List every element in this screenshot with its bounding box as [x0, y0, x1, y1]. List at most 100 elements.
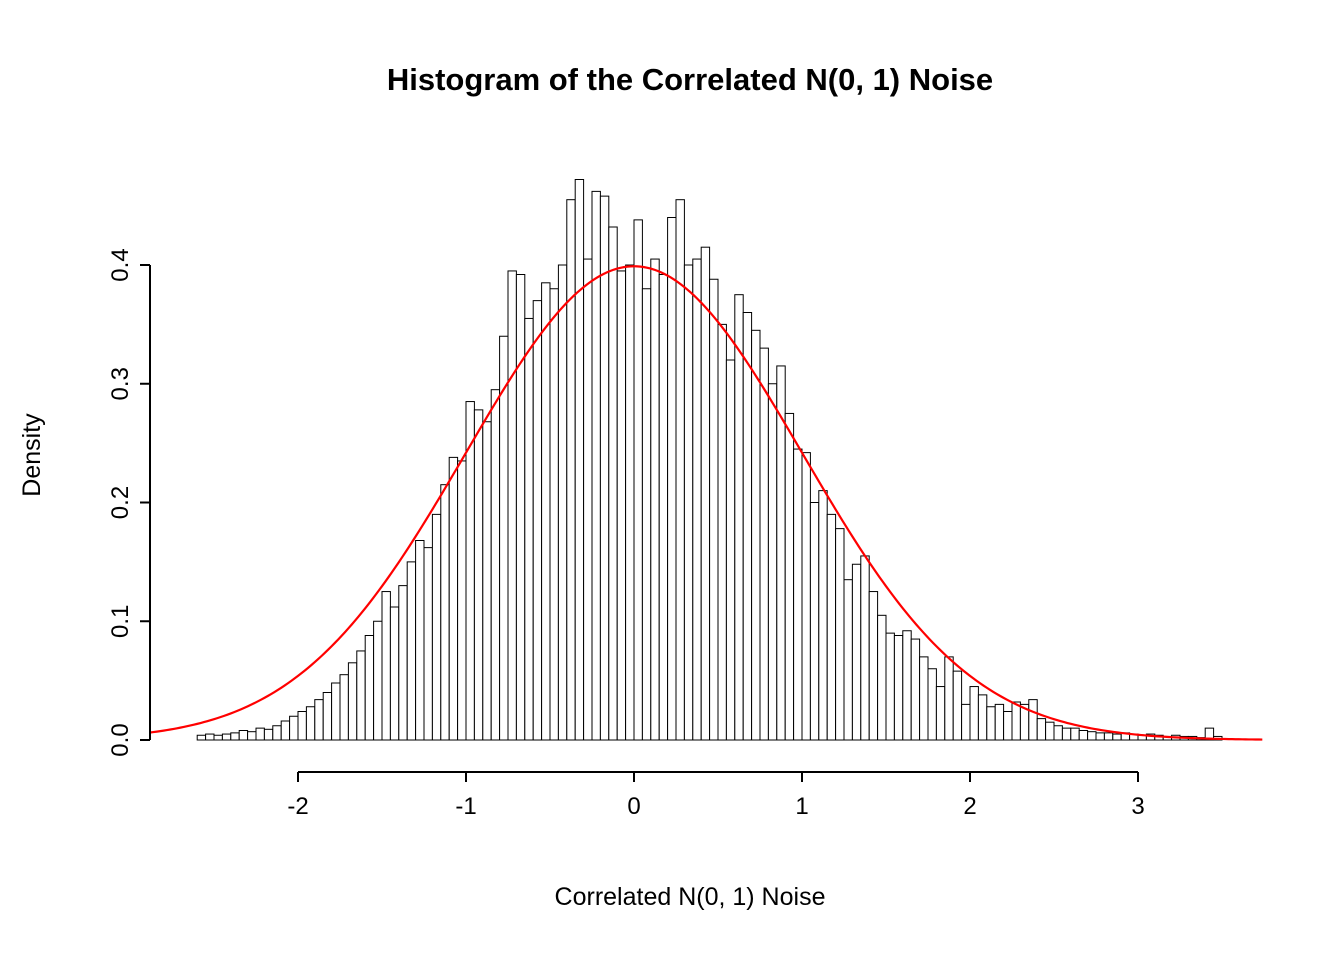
histogram-bar	[406, 561, 417, 741]
histogram-bar	[557, 264, 568, 741]
histogram-bar	[835, 528, 845, 741]
histogram-bar	[1087, 731, 1097, 741]
histogram-bar	[784, 412, 795, 741]
histogram-bar	[289, 715, 299, 741]
histogram-bar	[549, 288, 559, 741]
histogram-bar	[314, 699, 324, 741]
histogram-bar	[263, 728, 274, 741]
histogram-bar	[717, 323, 727, 741]
histogram-bar	[389, 606, 400, 741]
histogram-bar	[860, 555, 870, 741]
y-tick-label: 0.0	[107, 723, 134, 756]
histogram-bar	[1103, 732, 1114, 741]
histogram-bar	[986, 706, 996, 741]
histogram-bar	[322, 692, 333, 741]
y-axis-label: Density	[18, 413, 46, 497]
x-tick-label: -2	[287, 793, 308, 820]
histogram-bar	[851, 563, 862, 741]
histogram-bar	[591, 190, 601, 741]
histogram-bar	[944, 656, 954, 741]
histogram-bar	[826, 513, 837, 741]
histogram-bar	[415, 540, 425, 741]
x-tick-label: -1	[455, 793, 476, 820]
y-tick-label: 0.3	[107, 367, 134, 400]
histogram-bar	[751, 329, 761, 741]
histogram-bar	[650, 258, 660, 741]
histogram-bar	[709, 278, 719, 741]
histogram-bar	[902, 630, 912, 741]
histogram-bar	[473, 409, 484, 741]
histogram-bar	[759, 347, 769, 741]
x-tick-label: 0	[627, 793, 640, 820]
histogram-bar	[1061, 727, 1072, 741]
histogram-bar	[381, 591, 391, 741]
histogram-bar	[221, 733, 232, 741]
histogram-bar	[877, 614, 887, 741]
histogram-bar	[1070, 727, 1080, 741]
histogram-bar	[1003, 711, 1013, 741]
histogram-bar	[809, 502, 820, 741]
histogram-bar	[423, 547, 433, 741]
histogram-bar	[230, 732, 240, 741]
histogram-bar	[247, 731, 257, 741]
histogram-bar	[927, 668, 937, 741]
histogram-bar	[364, 635, 375, 741]
histogram-bar	[767, 383, 778, 741]
histogram-bar	[205, 733, 215, 741]
histogram-bar	[532, 300, 543, 741]
histogram-bar	[994, 703, 1005, 741]
histogram-bar	[373, 620, 383, 741]
histogram-bar	[633, 219, 643, 741]
histogram-bar	[440, 484, 450, 741]
histogram-bar	[490, 389, 501, 741]
x-tick-label: 1	[795, 793, 808, 820]
histogram-bar	[893, 635, 904, 741]
y-tick-label: 0.1	[107, 605, 134, 638]
histogram-bar	[305, 706, 316, 741]
histogram-bar	[524, 317, 534, 741]
histogram-bar	[1011, 701, 1021, 741]
histogram-bar	[356, 650, 366, 741]
histogram-bar	[347, 662, 358, 741]
histogram-bar	[507, 270, 517, 741]
histogram-bar	[616, 270, 627, 741]
histogram-bar	[398, 585, 408, 741]
x-tick-label: 3	[1131, 793, 1144, 820]
histogram-bar	[255, 727, 265, 741]
y-tick-label: 0.2	[107, 486, 134, 519]
histogram-bar	[969, 686, 979, 741]
histogram-bar	[910, 638, 921, 741]
histogram-bar	[818, 490, 828, 741]
histogram-bar	[1028, 699, 1038, 741]
histogram-bar	[919, 656, 929, 741]
histogram-bar	[272, 725, 282, 741]
histogram-bar	[742, 312, 753, 741]
histogram-bar	[1095, 732, 1105, 741]
histogram-bar	[431, 513, 442, 741]
histogram-bar	[297, 711, 307, 741]
histogram-bar	[499, 335, 509, 741]
histogram-bar	[641, 288, 652, 741]
histogram-bar	[843, 579, 853, 741]
histogram-bar	[448, 456, 459, 741]
histogram-bar	[1204, 727, 1215, 741]
histogram-bar	[801, 452, 811, 741]
histogram-bar	[574, 179, 585, 741]
histogram-bar	[977, 694, 988, 741]
histogram-bar	[280, 720, 291, 741]
histogram-bar	[541, 282, 551, 741]
histogram-bar	[935, 686, 946, 741]
histogram-bar	[692, 258, 702, 741]
histogram-bar	[725, 359, 736, 741]
x-tick-label: 2	[963, 793, 976, 820]
histogram-bar	[658, 274, 669, 741]
histogram-bars	[196, 179, 1223, 741]
histogram-bar	[1078, 730, 1089, 741]
histogram-bar	[868, 591, 879, 741]
histogram-bar	[457, 460, 467, 741]
histogram-bar	[952, 670, 963, 741]
histogram-bar	[1112, 733, 1122, 741]
histogram-bar	[667, 217, 677, 741]
